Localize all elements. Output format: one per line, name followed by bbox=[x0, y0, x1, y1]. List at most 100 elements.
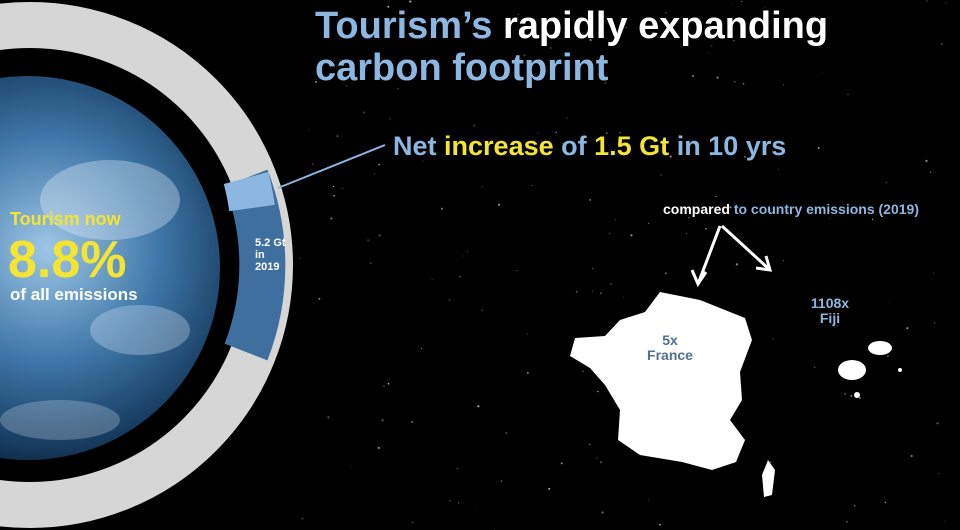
star bbox=[729, 206, 732, 209]
star bbox=[341, 187, 343, 190]
star bbox=[466, 250, 468, 252]
comparison-part: to country emissions (2019) bbox=[734, 201, 919, 217]
star bbox=[315, 80, 318, 83]
title-part: carbon footprint bbox=[315, 47, 609, 89]
star bbox=[859, 397, 861, 399]
star bbox=[409, 0, 412, 3]
arrow bbox=[720, 224, 773, 272]
star bbox=[623, 296, 625, 298]
star bbox=[301, 517, 304, 520]
star bbox=[377, 446, 380, 449]
star bbox=[885, 182, 887, 184]
star bbox=[619, 132, 621, 134]
star bbox=[741, 0, 743, 3]
star bbox=[367, 239, 370, 242]
star bbox=[934, 322, 936, 324]
star bbox=[609, 232, 611, 235]
cloud bbox=[0, 400, 120, 440]
star bbox=[936, 422, 939, 425]
star bbox=[463, 255, 465, 257]
star bbox=[550, 47, 552, 49]
star bbox=[889, 300, 891, 302]
star bbox=[597, 390, 599, 393]
star bbox=[448, 298, 451, 301]
corsica bbox=[762, 460, 775, 497]
star bbox=[686, 233, 688, 235]
star bbox=[589, 38, 592, 42]
star bbox=[475, 506, 477, 508]
star bbox=[415, 25, 418, 28]
headline-part: increase bbox=[444, 131, 554, 161]
star bbox=[660, 174, 662, 176]
star bbox=[422, 160, 424, 162]
star bbox=[560, 462, 563, 465]
star bbox=[664, 272, 667, 275]
star bbox=[742, 82, 745, 85]
star bbox=[648, 222, 650, 224]
star bbox=[733, 80, 736, 83]
star bbox=[932, 272, 934, 274]
star bbox=[716, 76, 719, 79]
star bbox=[845, 520, 848, 523]
star bbox=[492, 65, 494, 66]
star bbox=[625, 26, 627, 29]
star bbox=[517, 14, 519, 16]
star bbox=[735, 263, 739, 266]
star bbox=[836, 324, 839, 327]
star bbox=[688, 217, 690, 219]
star bbox=[362, 111, 365, 114]
star bbox=[731, 3, 733, 5]
star bbox=[527, 333, 529, 335]
star bbox=[481, 186, 483, 188]
star bbox=[588, 443, 591, 446]
fiji-map bbox=[898, 368, 902, 372]
star bbox=[910, 455, 913, 457]
title-part: rapidly expanding bbox=[503, 5, 828, 47]
star bbox=[555, 131, 557, 133]
star bbox=[665, 12, 667, 14]
star bbox=[327, 416, 330, 419]
star bbox=[441, 207, 443, 210]
star bbox=[777, 169, 779, 171]
star bbox=[717, 209, 720, 212]
ring-increase bbox=[223, 172, 275, 212]
star bbox=[411, 421, 414, 423]
star bbox=[575, 290, 578, 293]
star bbox=[945, 2, 947, 4]
star bbox=[884, 501, 887, 504]
star bbox=[817, 146, 820, 149]
star bbox=[548, 487, 551, 490]
star bbox=[566, 117, 568, 120]
star bbox=[604, 82, 607, 84]
star bbox=[318, 297, 321, 300]
headline-part: Net bbox=[393, 131, 437, 161]
star bbox=[600, 461, 602, 464]
star bbox=[940, 42, 943, 46]
star bbox=[764, 7, 766, 9]
cloud bbox=[90, 305, 190, 355]
star bbox=[702, 203, 704, 205]
star bbox=[562, 150, 563, 151]
star bbox=[505, 432, 507, 434]
star bbox=[449, 500, 451, 502]
star bbox=[387, 382, 390, 385]
share-label: Tourism now bbox=[10, 209, 122, 229]
share-label: of all emissions bbox=[10, 285, 138, 304]
star bbox=[336, 135, 339, 137]
country-multiple: 1108x bbox=[811, 295, 849, 311]
star bbox=[369, 262, 372, 264]
star bbox=[844, 393, 847, 395]
star bbox=[308, 129, 310, 131]
star bbox=[871, 218, 874, 221]
star bbox=[420, 347, 422, 350]
star bbox=[497, 203, 501, 206]
star bbox=[473, 124, 476, 127]
star bbox=[596, 457, 598, 459]
star bbox=[783, 84, 785, 86]
star bbox=[772, 338, 774, 340]
star bbox=[481, 309, 483, 311]
star bbox=[926, 0, 928, 2]
star bbox=[847, 93, 849, 96]
star bbox=[353, 75, 355, 77]
